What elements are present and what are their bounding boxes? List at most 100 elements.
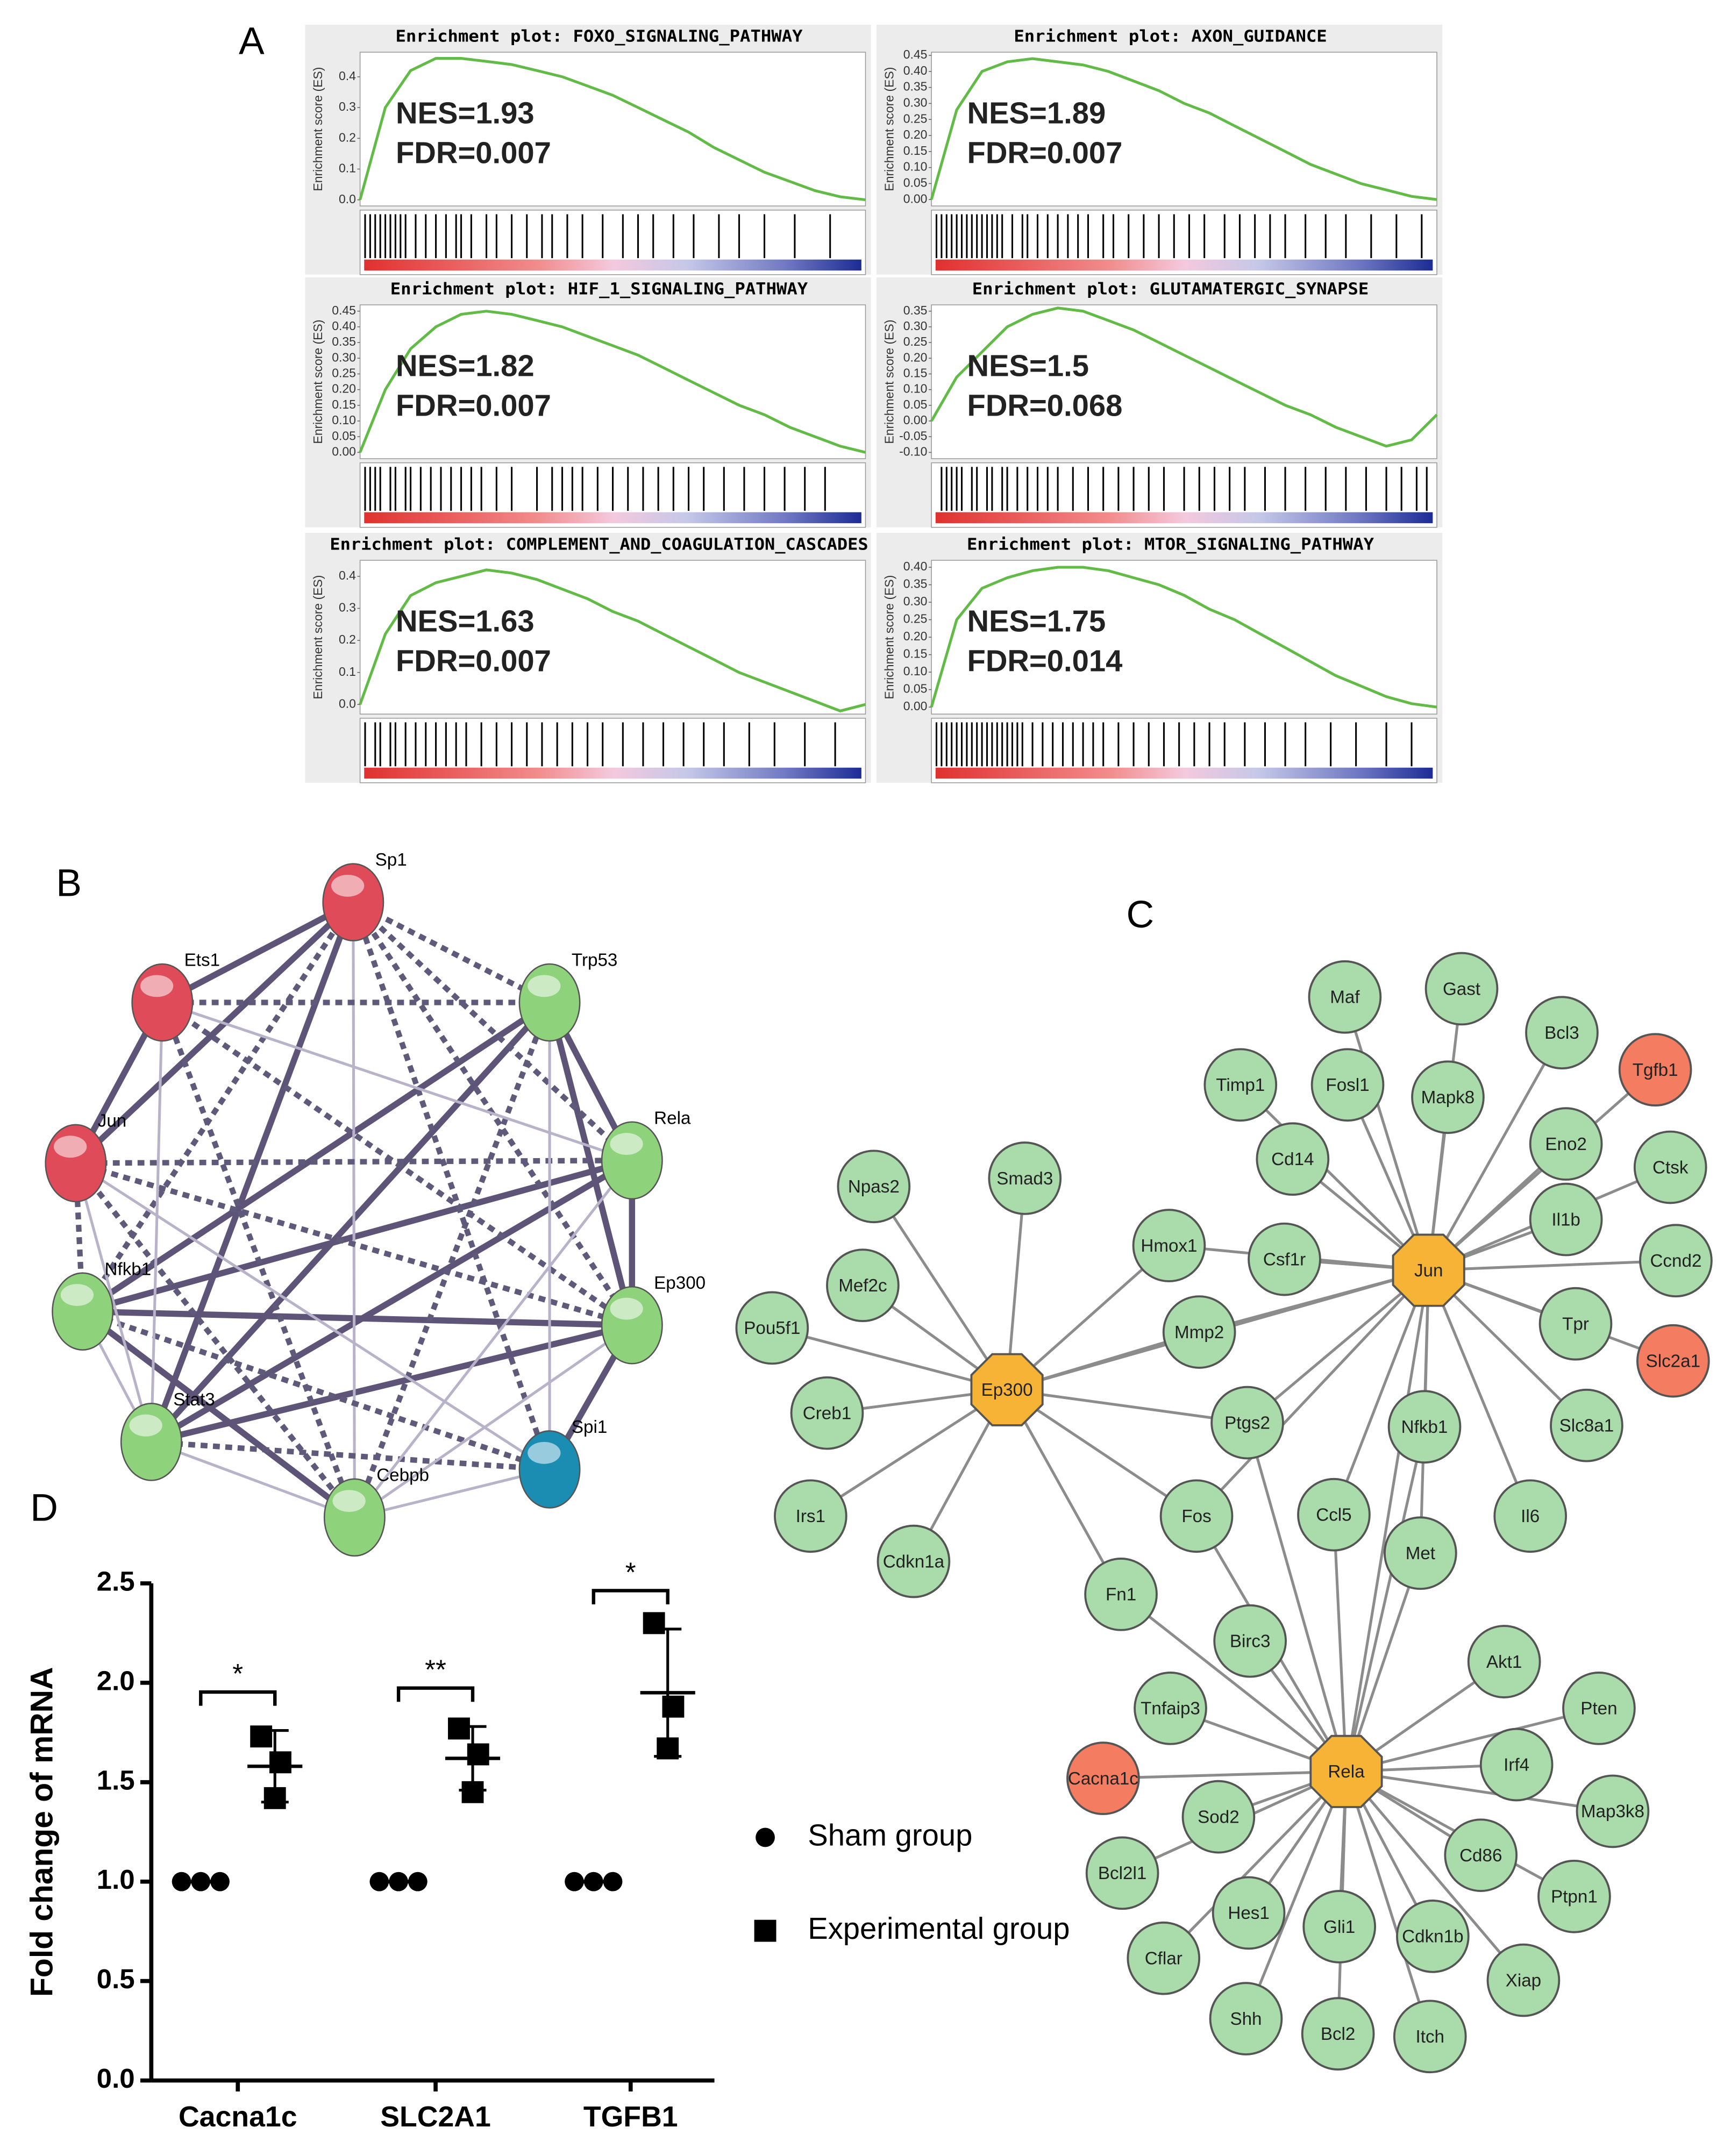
- y-tick-label: 0.0: [339, 192, 356, 206]
- node-label: Npas2: [848, 1177, 900, 1197]
- plot-area: [359, 560, 866, 715]
- panel-label: B: [56, 861, 82, 904]
- y-tick-label: 0.05: [903, 682, 928, 696]
- node-label: Mef2c: [838, 1276, 887, 1296]
- edge: [159, 1001, 358, 1519]
- y-axis-label: Enrichment score (ES): [311, 320, 325, 444]
- node-label: Mapk8: [1421, 1088, 1475, 1108]
- edge: [1428, 1259, 1676, 1272]
- node: [1411, 1060, 1485, 1134]
- edge: [809, 1388, 1008, 1517]
- node: [1066, 1741, 1140, 1815]
- chart-title: Enrichment plot: HIF_1_SIGNALING_PATHWAY: [390, 280, 808, 298]
- y-tick-label: 0.15: [903, 366, 928, 380]
- edge: [772, 1326, 1008, 1391]
- y-tick-label: 0.05: [903, 175, 928, 189]
- annotation: NES=1.93: [396, 96, 535, 130]
- y-tick-label: 0.40: [903, 559, 928, 573]
- y-tick-label: 0.00: [332, 444, 356, 458]
- y-tick-label: 0.25: [903, 612, 928, 626]
- edge: [1246, 1269, 1430, 1424]
- edge: [350, 901, 552, 1470]
- y-tick-label: 0.3: [339, 601, 356, 615]
- node: [1479, 1727, 1554, 1802]
- panel-label: A: [239, 20, 265, 63]
- y-axis-label: Enrichment score (ES): [311, 67, 325, 191]
- edge: [1195, 1269, 1430, 1517]
- legend-marker: [756, 1827, 775, 1847]
- node-label: Ctsk: [1652, 1158, 1689, 1177]
- y-axis-label: Fold change of mRNA: [25, 1667, 60, 1996]
- edge: [1343, 996, 1430, 1271]
- x-tick-label: TGFB1: [583, 2101, 678, 2133]
- node-label: Cacna1c: [1068, 1769, 1138, 1789]
- node: [322, 863, 384, 941]
- edge: [1103, 1770, 1347, 1780]
- y-tick-label: 0.15: [903, 647, 928, 661]
- edge: [161, 899, 355, 1005]
- node-label: Tgfb1: [1633, 1060, 1678, 1080]
- annotation: FDR=0.014: [967, 644, 1123, 677]
- edge: [1345, 1707, 1600, 1773]
- node-label: Creb1: [803, 1404, 851, 1424]
- node-label: Ptgs2: [1224, 1413, 1270, 1433]
- node: [1486, 1943, 1561, 2017]
- y-tick-label: 0.05: [903, 397, 928, 411]
- node: [1256, 1122, 1330, 1196]
- node: [1633, 1130, 1707, 1204]
- plot-area: [359, 52, 866, 206]
- x-tick-label: SLC2A1: [380, 2101, 491, 2133]
- y-axis-label: Enrichment score (ES): [882, 575, 896, 699]
- edge: [73, 899, 355, 1166]
- node: [1203, 1048, 1278, 1122]
- significance-bracket: [592, 1589, 669, 1605]
- node-label: Shh: [1230, 2009, 1262, 2029]
- node-label: Slc2a1: [1646, 1351, 1700, 1371]
- annotation: FDR=0.007: [967, 135, 1123, 169]
- es-line: [359, 568, 866, 712]
- y-tick-label: 0.15: [903, 144, 928, 158]
- chart-title: Enrichment plot: FOXO_SIGNALING_PATHWAY: [395, 27, 803, 46]
- rank-color-bar: [364, 259, 861, 271]
- node-label: Ep300: [654, 1273, 706, 1293]
- edge: [1162, 1771, 1348, 1959]
- edge: [1006, 1389, 1122, 1595]
- node-label: Cebpb: [376, 1465, 429, 1485]
- node-label: Spi1: [572, 1417, 607, 1437]
- legend-label: Experimental group: [808, 1911, 1070, 1945]
- node-label: Stat3: [173, 1390, 215, 1410]
- edge: [81, 1000, 552, 1314]
- node: [1639, 1224, 1713, 1298]
- edge: [1239, 1083, 1430, 1272]
- node-label: Irf4: [1504, 1755, 1529, 1775]
- node-label: Birc3: [1230, 1632, 1271, 1652]
- point: [643, 1612, 665, 1634]
- significance-label: **: [425, 1654, 446, 1685]
- edge: [1006, 1388, 1198, 1517]
- node: [1310, 1048, 1385, 1122]
- node-label: Ets1: [184, 951, 220, 970]
- node: [790, 1376, 864, 1450]
- edge: [73, 1161, 357, 1519]
- node-label: Ep300: [981, 1380, 1033, 1400]
- node-label: Tnfaip3: [1141, 1699, 1200, 1719]
- node-label: Pou5f1: [744, 1318, 800, 1338]
- y-tick-label: 0.15: [332, 397, 356, 411]
- node: [1537, 1859, 1611, 1933]
- x-tick-label: Cacna1c: [179, 2101, 297, 2133]
- legend-label: Sham group: [808, 1818, 972, 1852]
- node: [1525, 996, 1599, 1070]
- node: [1248, 1222, 1321, 1296]
- y-tick-label: 0.30: [903, 319, 928, 333]
- edge: [160, 1000, 634, 1327]
- node: [1467, 1625, 1541, 1698]
- node-label: Cdkn1a: [883, 1552, 945, 1572]
- node-label: Met: [1406, 1544, 1435, 1564]
- y-tick-label: 0.05: [332, 429, 356, 442]
- y-tick-label: 0.30: [903, 95, 928, 109]
- node: [120, 1403, 182, 1481]
- hub-node: [1392, 1233, 1465, 1307]
- chart-title: Enrichment plot: COMPLEMENT_AND_COAGULAT…: [330, 535, 868, 554]
- node-label: Ccl5: [1316, 1505, 1351, 1525]
- node-label: Xiap: [1506, 1971, 1541, 1990]
